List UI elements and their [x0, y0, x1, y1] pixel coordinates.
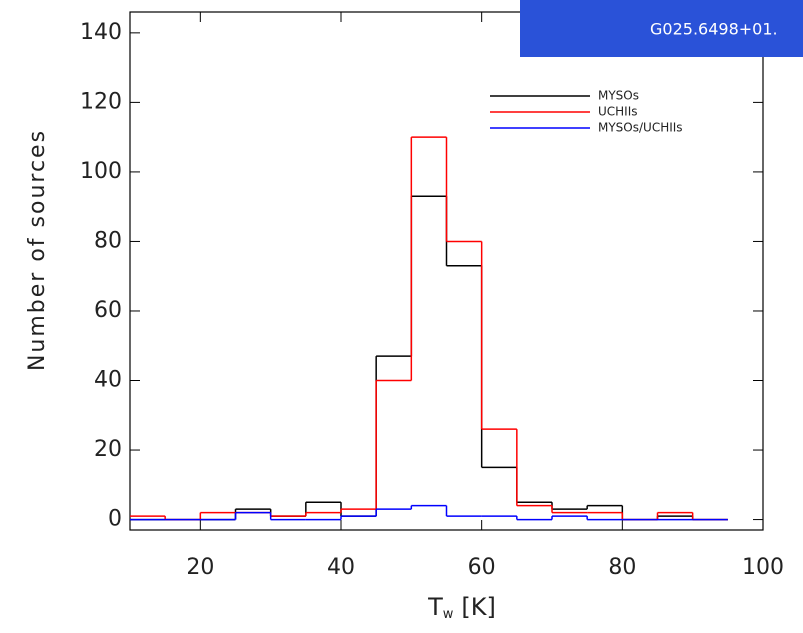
y-axis-label: Number of sources: [25, 129, 50, 371]
x-label-sub: w: [443, 607, 454, 622]
x-tick-label: 40: [327, 555, 355, 580]
plot-frame: [129, 11, 764, 531]
x-tick-label: 60: [468, 555, 496, 580]
legend-label: MYSOs/UCHIIs: [598, 121, 683, 135]
overlay-text: G025.6498+01.: [650, 20, 778, 39]
y-tick-label: 40: [94, 368, 122, 393]
legend-label: UCHIIs: [598, 105, 638, 119]
x-tick-label: 80: [608, 555, 636, 580]
x-axis-label: Tw [K]: [427, 593, 496, 622]
x-label-unit: [K]: [461, 593, 495, 621]
overlay-banner: [520, 0, 803, 57]
x-label-main: T: [427, 593, 443, 621]
x-tick-label: 100: [742, 555, 784, 580]
y-tick-label: 80: [94, 228, 122, 253]
x-tick-label: 20: [186, 555, 214, 580]
legend-label: MYSOs: [598, 89, 639, 103]
y-tick-label: 100: [80, 159, 122, 184]
y-tick-label: 60: [94, 298, 122, 323]
y-tick-label: 20: [94, 437, 122, 462]
y-tick-label: 140: [80, 20, 122, 45]
y-tick-label: 0: [108, 507, 122, 532]
y-tick-label: 120: [80, 89, 122, 114]
